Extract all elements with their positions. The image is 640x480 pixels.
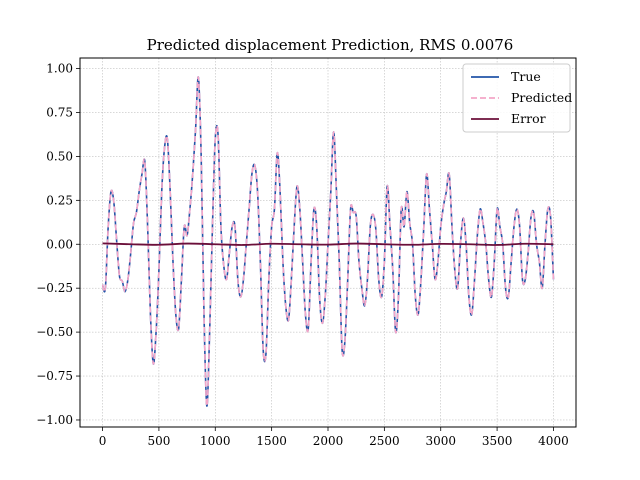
y-tick-label: −0.75	[36, 369, 73, 383]
x-tick-label: 1500	[256, 434, 287, 448]
y-tick-label: −1.00	[36, 413, 73, 427]
legend-box	[462, 63, 571, 133]
legend-entry-true-label: True	[511, 69, 541, 84]
y-tick-label: −0.25	[36, 281, 73, 295]
x-tick-label: 0	[99, 434, 107, 448]
legend: True Predicted Error	[462, 63, 572, 133]
series-layer	[101, 76, 555, 407]
x-tick-label: 500	[147, 434, 170, 448]
x-axis: 0 500 1000 1500 2000 2500 3000 3500 4000	[99, 427, 569, 448]
chart-title: Predicted displacement Prediction, RMS 0…	[147, 36, 514, 54]
legend-entry-error-label: Error	[511, 111, 546, 126]
y-tick-label: 0.50	[46, 149, 73, 163]
y-tick-label: 0.75	[46, 105, 73, 119]
y-tick-label: 0.00	[46, 237, 73, 251]
y-tick-label: 1.00	[46, 62, 73, 76]
x-tick-label: 1000	[200, 434, 231, 448]
y-tick-label: −0.50	[36, 325, 73, 339]
x-tick-label: 3000	[425, 434, 456, 448]
legend-entry-predicted-label: Predicted	[511, 90, 572, 105]
y-axis: 1.00 0.75 0.50 0.25 0.00 −0.25 −0.50 −0.75 −1.00	[36, 62, 80, 427]
x-tick-label: 2000	[313, 434, 344, 448]
series-line-error	[102, 242, 554, 246]
x-tick-label: 3500	[482, 434, 513, 448]
x-tick-label: 2500	[369, 434, 400, 448]
series-line-predicted	[101, 76, 555, 407]
x-tick-label: 4000	[538, 434, 569, 448]
y-tick-label: 0.25	[46, 193, 73, 207]
